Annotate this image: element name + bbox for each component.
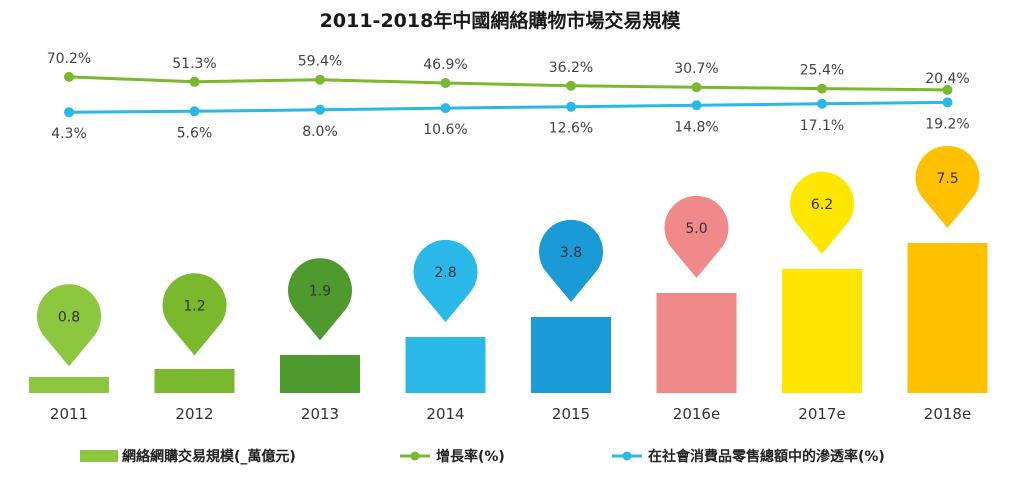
penetration-point — [691, 100, 702, 111]
bar-data-label: 6.2 — [811, 197, 833, 213]
legend: 網絡網購交易規模(_萬億元) 增長率(%) 在社會消費品零售總額中的滲透率(%) — [80, 448, 885, 465]
penetration-data-label: 14.8% — [674, 119, 718, 135]
line-series-layer: 70.2% 51.3% 59.4% 46.9% 36.2% 30.7% 25.4% 20.4%… — [47, 51, 970, 142]
bar-value-pin — [413, 239, 478, 323]
penetration-data-label: 5.6% — [177, 125, 213, 141]
penetration-data-label: 10.6% — [423, 122, 467, 138]
growth-point — [189, 76, 200, 87]
x-tick-label: 2012 — [175, 405, 213, 423]
bar-value-pin — [664, 195, 729, 278]
growth-point — [566, 80, 576, 91]
growth-point — [315, 74, 325, 85]
growth-data-label: 51.3% — [172, 56, 216, 72]
growth-data-label: 20.4% — [925, 71, 969, 87]
penetration-data-label: 19.2% — [925, 116, 969, 132]
bar-data-label: 2.8 — [434, 265, 456, 281]
bar-value-pin — [37, 284, 101, 367]
bar-value-pin — [538, 219, 603, 302]
x-axis-labels: 2011 2012 2013 2014 2015 2016e 2017e 2018e — [50, 405, 971, 423]
x-tick-label: 2018e — [924, 405, 971, 423]
legend-label-growth: 增長率(%) — [436, 448, 505, 465]
bar-data-label: 1.2 — [183, 298, 205, 314]
penetration-point — [817, 98, 827, 109]
bar-value-pin — [162, 273, 227, 356]
legend-swatch-penetration-marker — [622, 451, 632, 461]
x-tick-label: 2015 — [552, 405, 590, 423]
x-tick-label: 2016e — [673, 405, 720, 423]
bar-value-pin — [789, 171, 854, 254]
legend-swatch-growth-marker — [410, 451, 420, 461]
legend-label-bar: 網絡網購交易規模(_萬億元) — [122, 448, 296, 465]
bar-data-label: 7.5 — [936, 171, 958, 187]
bar-data-label: 3.8 — [560, 245, 582, 261]
bar — [656, 293, 737, 393]
penetration-data-label: 12.6% — [549, 121, 593, 137]
x-tick-label: 2017e — [798, 405, 845, 423]
penetration-data-label: 17.1% — [800, 118, 844, 134]
bar-series-layer: 0.8 1.2 1.9 2.8 3.8 5.0 6.2 7.5 — [29, 145, 988, 393]
x-tick-label: 2011 — [50, 405, 88, 423]
growth-data-label: 59.4% — [298, 54, 342, 70]
penetration-data-label: 8.0% — [302, 124, 338, 140]
penetration-point — [566, 101, 576, 112]
growth-data-label: 30.7% — [674, 61, 718, 77]
penetration-point — [315, 104, 325, 115]
growth-point — [817, 83, 827, 94]
growth-point — [691, 82, 702, 93]
x-tick-label: 2014 — [426, 405, 464, 423]
growth-line — [68, 75, 948, 92]
growth-point — [440, 78, 451, 88]
bar-data-label: 5.0 — [685, 221, 707, 237]
growth-data-label: 70.2% — [47, 51, 91, 67]
penetration-point — [64, 107, 74, 118]
bar — [405, 337, 486, 393]
bar — [907, 243, 988, 393]
penetration-point — [942, 97, 953, 108]
bar — [154, 369, 235, 393]
chart-title: 2011-2018年中國網絡購物市場交易規模 — [320, 9, 682, 32]
bar-value-pin — [915, 145, 980, 228]
bar — [29, 377, 109, 393]
growth-point — [64, 71, 74, 82]
growth-data-label: 46.9% — [423, 57, 467, 73]
bar — [531, 317, 611, 393]
legend-label-penetration: 在社會消費品零售總額中的滲透率(%) — [648, 448, 885, 465]
growth-point — [942, 84, 953, 95]
penetration-data-label: 4.3% — [51, 126, 87, 142]
penetration-point — [189, 106, 200, 117]
growth-data-label: 25.4% — [800, 63, 844, 79]
bar — [280, 355, 360, 393]
legend-swatch-bar — [80, 450, 118, 462]
penetration-point — [440, 103, 451, 114]
bar — [782, 269, 862, 393]
bar-data-label: 1.9 — [309, 283, 331, 299]
penetration-line — [68, 100, 948, 114]
x-tick-label: 2013 — [301, 405, 339, 423]
bar-data-label: 0.8 — [58, 309, 80, 325]
growth-data-label: 36.2% — [549, 60, 593, 76]
bar-value-pin — [288, 258, 352, 341]
